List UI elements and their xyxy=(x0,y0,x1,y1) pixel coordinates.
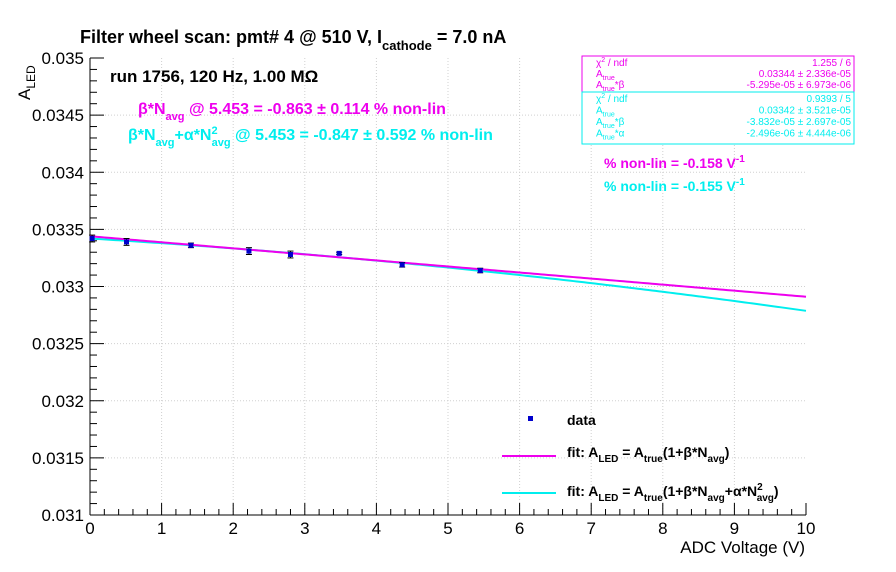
stats-row-label: Atrue xyxy=(596,69,615,82)
fit1-curve xyxy=(89,235,807,298)
data-point xyxy=(477,267,484,274)
x-tick-label: 4 xyxy=(372,519,381,538)
y-tick-label: 0.031 xyxy=(41,506,84,525)
data-point xyxy=(187,242,194,249)
stats-row-value: 0.03344 ± 2.336e-05 xyxy=(759,69,852,80)
stats-row-label: Atrue xyxy=(596,106,615,119)
x-tick-label: 10 xyxy=(797,519,816,538)
nonlin1-annotation: % non-lin = -0.158 V-1 xyxy=(604,154,745,171)
data-point xyxy=(123,238,130,246)
legend-data-label: data xyxy=(567,412,596,428)
data-point xyxy=(399,262,406,268)
data-point xyxy=(287,250,294,259)
x-tick-label: 0 xyxy=(85,519,94,538)
stats-row-value: 1.255 / 6 xyxy=(812,58,851,69)
x-tick-labels: 0 1 2 3 4 5 6 7 8 9 10 xyxy=(85,519,815,538)
stats-row-label: Atrue*β xyxy=(596,117,625,130)
x-tick-label: 1 xyxy=(157,519,166,538)
stats-row-value: 0.9393 / 5 xyxy=(807,94,852,105)
stats-row-value: -2.496e-06 ± 4.444e-06 xyxy=(747,129,852,140)
stats-row-value: -5.295e-05 ± 6.973e-06 xyxy=(747,80,852,91)
stats-box-fit2: χ2 / ndf 0.9393 / 5 Atrue 0.03342 ± 3.521e-… xyxy=(581,91,855,145)
x-tick-label: 9 xyxy=(730,519,739,538)
x-tick-label: 8 xyxy=(658,519,667,538)
legend-data-marker xyxy=(528,416,533,421)
nonlin2-annotation: % non-lin = -0.155 V-1 xyxy=(604,177,745,194)
fit-curves xyxy=(89,235,807,312)
y-tick-label: 0.032 xyxy=(41,392,84,411)
fit2-annotation: β*Navg+α*N2 avg @ 5.453 = -0.847 ± 0.592 … xyxy=(128,125,493,149)
fit1-annotation: β*Navg @ 5.453 = -0.863 ± 0.114 % non-li… xyxy=(138,101,446,123)
data-point xyxy=(336,250,343,256)
x-axis-title: ADC Voltage (V) xyxy=(680,538,805,557)
x-tick-label: 2 xyxy=(228,519,237,538)
legend-fit2-label: fit: ALED = Atrue(1+β*Navg+α*N2 avg) xyxy=(567,482,779,504)
x-tick-label: 3 xyxy=(300,519,309,538)
y-tick-label: 0.033 xyxy=(41,278,84,297)
chart-title: Filter wheel scan: pmt# 4 @ 510 V, Icath… xyxy=(80,27,506,53)
y-tick-label: 0.0335 xyxy=(32,220,84,239)
stats-row-label: χ2 / ndf xyxy=(596,57,628,69)
data-point xyxy=(89,234,96,243)
legend-fit1-label: fit: ALED = Atrue(1+β*Navg) xyxy=(567,444,729,465)
stats-row-value: -3.832e-05 ± 2.697e-05 xyxy=(747,117,852,128)
data-point xyxy=(245,247,252,256)
y-axis-title: ALED xyxy=(15,65,38,100)
y-tick-label: 0.034 xyxy=(41,163,84,182)
x-tick-label: 7 xyxy=(586,519,595,538)
legend: data fit: ALED = Atrue(1+β*Navg) fit: AL… xyxy=(502,412,779,504)
y-tick-label: 0.0325 xyxy=(32,335,84,354)
stats-row-label: Atrue*α xyxy=(596,129,625,142)
stats-row-label: Atrue*β xyxy=(596,80,625,93)
axes xyxy=(89,57,807,516)
x-tick-label: 5 xyxy=(443,519,452,538)
y-tick-label: 0.0345 xyxy=(32,106,84,125)
y-tick-label: 0.0315 xyxy=(32,449,84,468)
y-tick-label: 0.035 xyxy=(41,49,84,68)
stats-row-value: 0.03342 ± 3.521e-05 xyxy=(759,106,852,117)
y-tick-labels: 0.031 0.0315 0.032 0.0325 0.033 0.0335 0.034 0.… xyxy=(32,49,84,525)
run-label: run 1756, 120 Hz, 1.00 MΩ xyxy=(110,67,318,86)
data-points xyxy=(89,234,484,274)
grid-lines xyxy=(90,58,806,515)
stats-row-label: χ2 / ndf xyxy=(596,93,628,105)
x-tick-label: 6 xyxy=(515,519,524,538)
stats-box-fit1: χ2 / ndf 1.255 / 6 Atrue 0.03344 ± 2.336e-0… xyxy=(581,55,855,93)
